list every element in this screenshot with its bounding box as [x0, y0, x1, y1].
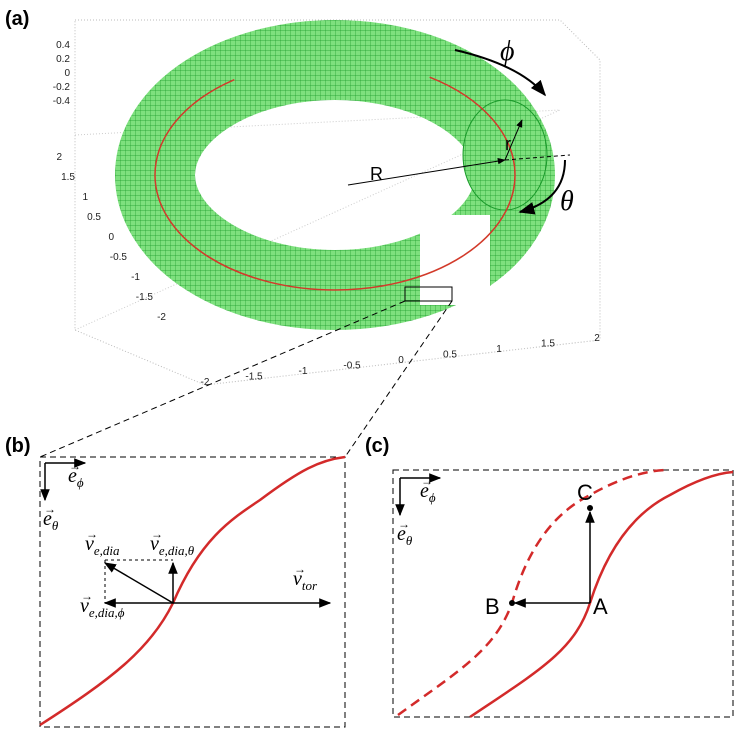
phi-label: ϕ [500, 36, 515, 67]
vector-subscript: θ [406, 533, 413, 548]
vector-subscript: e,dia,ϕ [89, 605, 125, 620]
vector-accent: → [44, 502, 56, 516]
z-tick-label: -0.2 [53, 82, 71, 93]
vector-accent: → [151, 527, 163, 541]
point-label: B [485, 594, 500, 619]
vector-accent: → [69, 459, 81, 473]
x-tick-label: -2 [201, 377, 210, 388]
y-tick-label: 1 [82, 192, 88, 203]
y-tick-label: 0.5 [87, 212, 101, 223]
theta-label: θ [560, 186, 574, 217]
shifted-field-line [398, 470, 665, 715]
r-label: r [505, 134, 511, 154]
y-tick-label: -0.5 [110, 252, 128, 263]
vector-subscript: θ [52, 518, 59, 533]
z-tick-label: 0.4 [56, 40, 70, 51]
page: (a) ϕ θ R r 0.4 0.2 0 -0.2 -0.4 2 1.5 1 0.5 0 -0.5… [0, 0, 736, 733]
figure: (a) ϕ θ R r 0.4 0.2 0 -0.2 -0.4 2 1.5 1 0.5 0 -0.5… [0, 0, 736, 733]
x-tick-label: 2 [594, 333, 600, 344]
y-tick-label: -1 [131, 272, 140, 283]
x-tick-label: -1 [299, 366, 308, 377]
vector-subscript: ϕ [77, 475, 84, 490]
cross-section [463, 100, 547, 210]
R-label: R [370, 164, 383, 184]
x-tick-label: 1 [496, 344, 502, 355]
panel-b: (b) eϕ→eθ→ve,dia→ve,dia,θ→vtor→ve,dia,ϕ→ [5, 435, 345, 727]
vector-subscript: ϕ [429, 490, 436, 505]
vector-accent: → [398, 517, 410, 531]
panel-label: (a) [5, 8, 29, 30]
z-tick-label: 0.2 [56, 54, 70, 65]
x-tick-label: -1.5 [245, 372, 263, 383]
y-tick-label: 0 [108, 232, 114, 243]
panel-a: (a) ϕ θ R r 0.4 0.2 0 -0.2 -0.4 2 1.5 1 0.5 0 -0.5… [5, 8, 600, 388]
x-tick-label: 1.5 [541, 339, 555, 350]
x-tick-label: -0.5 [343, 361, 361, 372]
y-tick-label: -1.5 [136, 292, 154, 303]
panel-label: (b) [5, 435, 31, 457]
z-tick-label: -0.4 [53, 96, 71, 107]
vector-accent: → [294, 562, 306, 576]
vector-accent: → [81, 589, 93, 603]
panel-c: (c) A B C eϕ→eθ→ [365, 435, 733, 717]
point-label: A [593, 594, 608, 619]
vector-subscript: e,dia [94, 543, 120, 558]
y-tick-label: -2 [157, 312, 166, 323]
z-tick-label: 0 [64, 68, 70, 79]
vector-accent: → [86, 527, 98, 541]
y-tick-label: 1.5 [61, 172, 75, 183]
point-label: C [577, 480, 593, 505]
x-tick-label: 0.5 [443, 350, 457, 361]
panel-label: (c) [365, 435, 389, 457]
x-tick-label: 0 [398, 355, 404, 366]
y-tick-label: 2 [56, 152, 62, 163]
vector-accent: → [421, 474, 433, 488]
vector-subscript: tor [302, 578, 318, 593]
vector-subscript: e,dia,θ [159, 543, 195, 558]
